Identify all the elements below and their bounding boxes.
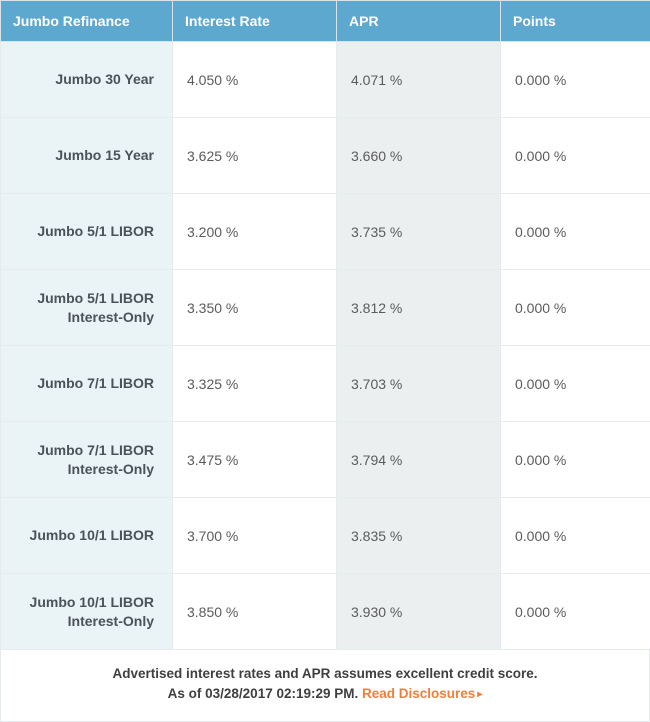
cell-apr: 3.660 % (337, 118, 501, 194)
cell-apr: 3.735 % (337, 194, 501, 270)
cell-product: Jumbo 7/1 LIBOR Interest-Only (1, 422, 173, 498)
cell-apr: 3.812 % (337, 270, 501, 346)
cell-rate: 4.050 % (173, 42, 337, 118)
footer-line1: Advertised interest rates and APR assume… (113, 666, 538, 681)
cell-rate: 3.350 % (173, 270, 337, 346)
cell-product: Jumbo 30 Year (1, 42, 173, 118)
cell-points: 0.000 % (501, 422, 650, 498)
cell-apr: 3.703 % (337, 346, 501, 422)
rate-table-body: Jumbo 30 Year 4.050 % 4.071 % 0.000 % Ju… (1, 42, 650, 650)
table-row: Jumbo 15 Year 3.625 % 3.660 % 0.000 % (1, 118, 650, 194)
table-row: Jumbo 5/1 LIBOR Interest-Only 3.350 % 3.… (1, 270, 650, 346)
table-row: Jumbo 7/1 LIBOR 3.325 % 3.703 % 0.000 % (1, 346, 650, 422)
cell-rate: 3.475 % (173, 422, 337, 498)
cell-product: Jumbo 5/1 LIBOR Interest-Only (1, 270, 173, 346)
cell-points: 0.000 % (501, 346, 650, 422)
cell-apr: 4.071 % (337, 42, 501, 118)
col-header-points: Points (501, 1, 650, 42)
cell-product: Jumbo 10/1 LIBOR Interest-Only (1, 574, 173, 650)
cell-product: Jumbo 10/1 LIBOR (1, 498, 173, 574)
cell-points: 0.000 % (501, 574, 650, 650)
table-header-row: Jumbo Refinance Interest Rate APR Points (1, 1, 650, 42)
cell-points: 0.000 % (501, 194, 650, 270)
cell-apr: 3.930 % (337, 574, 501, 650)
table-row: Jumbo 5/1 LIBOR 3.200 % 3.735 % 0.000 % (1, 194, 650, 270)
cell-rate: 3.625 % (173, 118, 337, 194)
cell-rate: 3.700 % (173, 498, 337, 574)
cell-apr: 3.794 % (337, 422, 501, 498)
table-row: Jumbo 7/1 LIBOR Interest-Only 3.475 % 3.… (1, 422, 650, 498)
cell-product: Jumbo 5/1 LIBOR (1, 194, 173, 270)
cell-points: 0.000 % (501, 498, 650, 574)
table-row: Jumbo 10/1 LIBOR 3.700 % 3.835 % 0.000 % (1, 498, 650, 574)
col-header-apr: APR (337, 1, 501, 42)
cell-product: Jumbo 7/1 LIBOR (1, 346, 173, 422)
cell-points: 0.000 % (501, 270, 650, 346)
cell-product: Jumbo 15 Year (1, 118, 173, 194)
cell-points: 0.000 % (501, 42, 650, 118)
table-row: Jumbo 10/1 LIBOR Interest-Only 3.850 % 3… (1, 574, 650, 650)
rate-table: Jumbo Refinance Interest Rate APR Points… (0, 0, 650, 650)
cell-rate: 3.200 % (173, 194, 337, 270)
cell-rate: 3.325 % (173, 346, 337, 422)
cell-points: 0.000 % (501, 118, 650, 194)
footer-note: Advertised interest rates and APR assume… (0, 650, 650, 722)
table-row: Jumbo 30 Year 4.050 % 4.071 % 0.000 % (1, 42, 650, 118)
cell-rate: 3.850 % (173, 574, 337, 650)
col-header-product: Jumbo Refinance (1, 1, 173, 42)
cell-apr: 3.835 % (337, 498, 501, 574)
col-header-rate: Interest Rate (173, 1, 337, 42)
chevron-right-icon: ▸ (477, 689, 482, 700)
